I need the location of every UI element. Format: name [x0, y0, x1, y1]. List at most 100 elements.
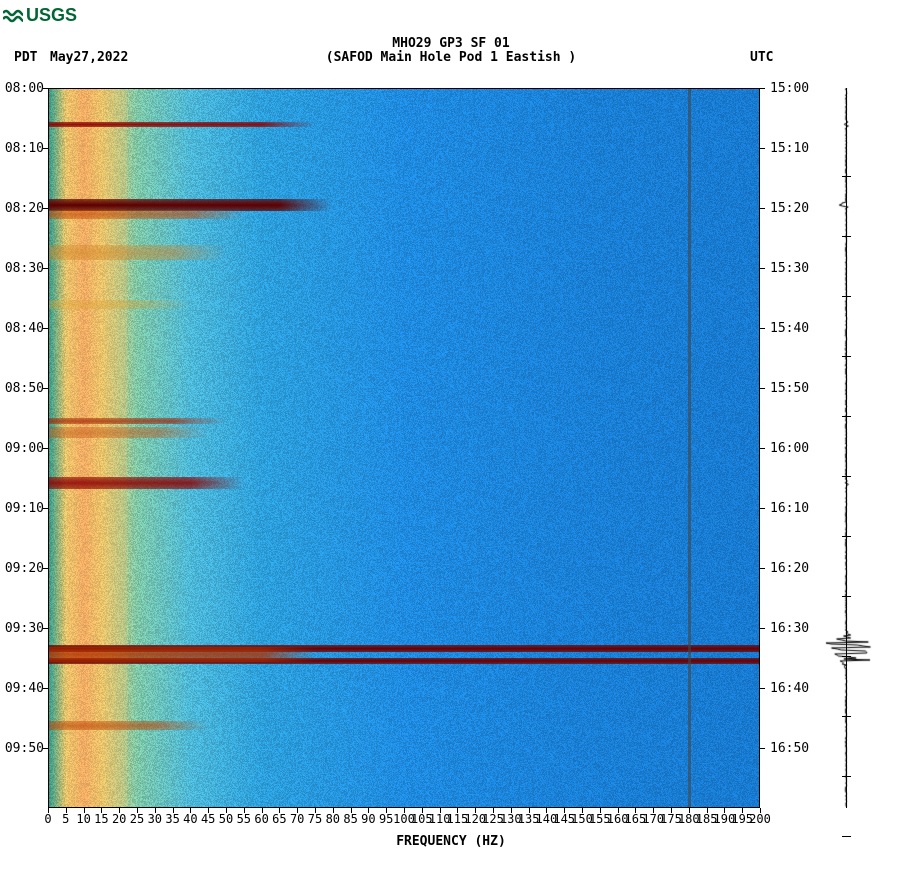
tick-mark	[208, 808, 209, 813]
right-tick-label: 15:00	[770, 81, 809, 96]
right-tick-label: 16:20	[770, 561, 809, 576]
tick-mark	[368, 808, 369, 813]
tick-mark	[43, 508, 48, 509]
tick-mark	[529, 808, 530, 813]
tick-mark	[43, 208, 48, 209]
right-tick-label: 15:10	[770, 141, 809, 156]
tick-mark	[760, 628, 765, 629]
tick-mark	[333, 808, 334, 813]
tick-mark	[43, 448, 48, 449]
tick-mark	[43, 628, 48, 629]
wiggle-canvas	[806, 88, 886, 808]
tick-mark	[760, 148, 765, 149]
tick-mark	[155, 808, 156, 813]
tick-mark	[137, 808, 138, 813]
left-tick-label: 08:30	[0, 261, 44, 276]
tick-mark	[724, 808, 725, 813]
x-tick-label: 60	[254, 812, 268, 826]
tick-mark	[600, 808, 601, 813]
tick-mark	[707, 808, 708, 813]
usgs-logo: USGS	[3, 5, 77, 26]
tick-mark	[66, 808, 67, 813]
tick-mark	[119, 808, 120, 813]
tick-mark	[457, 808, 458, 813]
tick-mark	[564, 808, 565, 813]
tick-mark	[493, 808, 494, 813]
tick-mark	[760, 688, 765, 689]
x-tick-label: 35	[165, 812, 179, 826]
x-tick-label: 80	[326, 812, 340, 826]
tick-mark	[422, 808, 423, 813]
tick-mark	[297, 808, 298, 813]
tick-mark	[84, 808, 85, 813]
tick-mark	[689, 808, 690, 813]
tick-mark	[440, 808, 441, 813]
right-tick-label: 16:30	[770, 621, 809, 636]
pdt-label: PDT	[14, 50, 37, 65]
x-tick-label: 30	[148, 812, 162, 826]
tick-mark	[48, 808, 49, 813]
date-label: May27,2022	[50, 50, 128, 65]
right-tick-label: 16:00	[770, 441, 809, 456]
x-tick-label: 200	[749, 812, 771, 826]
tick-mark	[546, 808, 547, 813]
title-line-1: MHO29 GP3 SF 01	[0, 36, 902, 51]
tick-mark	[511, 808, 512, 813]
logo-text: USGS	[26, 5, 77, 26]
utc-label: UTC	[750, 50, 773, 65]
left-tick-label: 08:50	[0, 381, 44, 396]
tick-mark	[475, 808, 476, 813]
left-tick-label: 08:00	[0, 81, 44, 96]
spectrogram-plot	[48, 88, 760, 808]
tick-mark	[635, 808, 636, 813]
right-tick-label: 16:50	[770, 741, 809, 756]
tick-mark	[101, 808, 102, 813]
x-tick-label: 25	[130, 812, 144, 826]
tick-mark	[351, 808, 352, 813]
tick-mark	[760, 328, 765, 329]
left-tick-label: 08:40	[0, 321, 44, 336]
left-tick-label: 09:30	[0, 621, 44, 636]
right-tick-label: 15:50	[770, 381, 809, 396]
right-tick-label: 15:40	[770, 321, 809, 336]
tick-mark	[43, 568, 48, 569]
tick-mark	[582, 808, 583, 813]
tick-mark	[43, 748, 48, 749]
tick-mark	[315, 808, 316, 813]
tick-mark	[760, 268, 765, 269]
tick-mark	[760, 448, 765, 449]
tick-mark	[760, 208, 765, 209]
tick-mark	[190, 808, 191, 813]
wiggle-trace-area	[806, 88, 886, 808]
tick-mark	[244, 808, 245, 813]
plot-border	[48, 88, 760, 808]
tick-mark	[173, 808, 174, 813]
x-tick-label: 95	[379, 812, 393, 826]
left-tick-label: 09:40	[0, 681, 44, 696]
x-tick-label: 70	[290, 812, 304, 826]
tick-mark	[760, 568, 765, 569]
left-tick-label: 09:10	[0, 501, 44, 516]
tick-mark	[386, 808, 387, 813]
wave-icon	[3, 7, 23, 25]
right-tick-label: 16:40	[770, 681, 809, 696]
left-tick-label: 09:20	[0, 561, 44, 576]
right-tick-label: 16:10	[770, 501, 809, 516]
tick-mark	[43, 268, 48, 269]
tick-mark	[43, 388, 48, 389]
tick-mark	[279, 808, 280, 813]
tick-mark	[760, 508, 765, 509]
tick-mark	[760, 88, 765, 89]
x-tick-label: 55	[237, 812, 251, 826]
x-tick-label: 40	[183, 812, 197, 826]
tick-mark	[653, 808, 654, 813]
tick-mark	[226, 808, 227, 813]
tick-mark	[671, 808, 672, 813]
left-tick-label: 09:00	[0, 441, 44, 456]
x-tick-label: 75	[308, 812, 322, 826]
tick-mark	[760, 388, 765, 389]
tick-mark	[760, 748, 765, 749]
x-tick-label: 5	[62, 812, 69, 826]
x-tick-label: 45	[201, 812, 215, 826]
tick-mark	[404, 808, 405, 813]
